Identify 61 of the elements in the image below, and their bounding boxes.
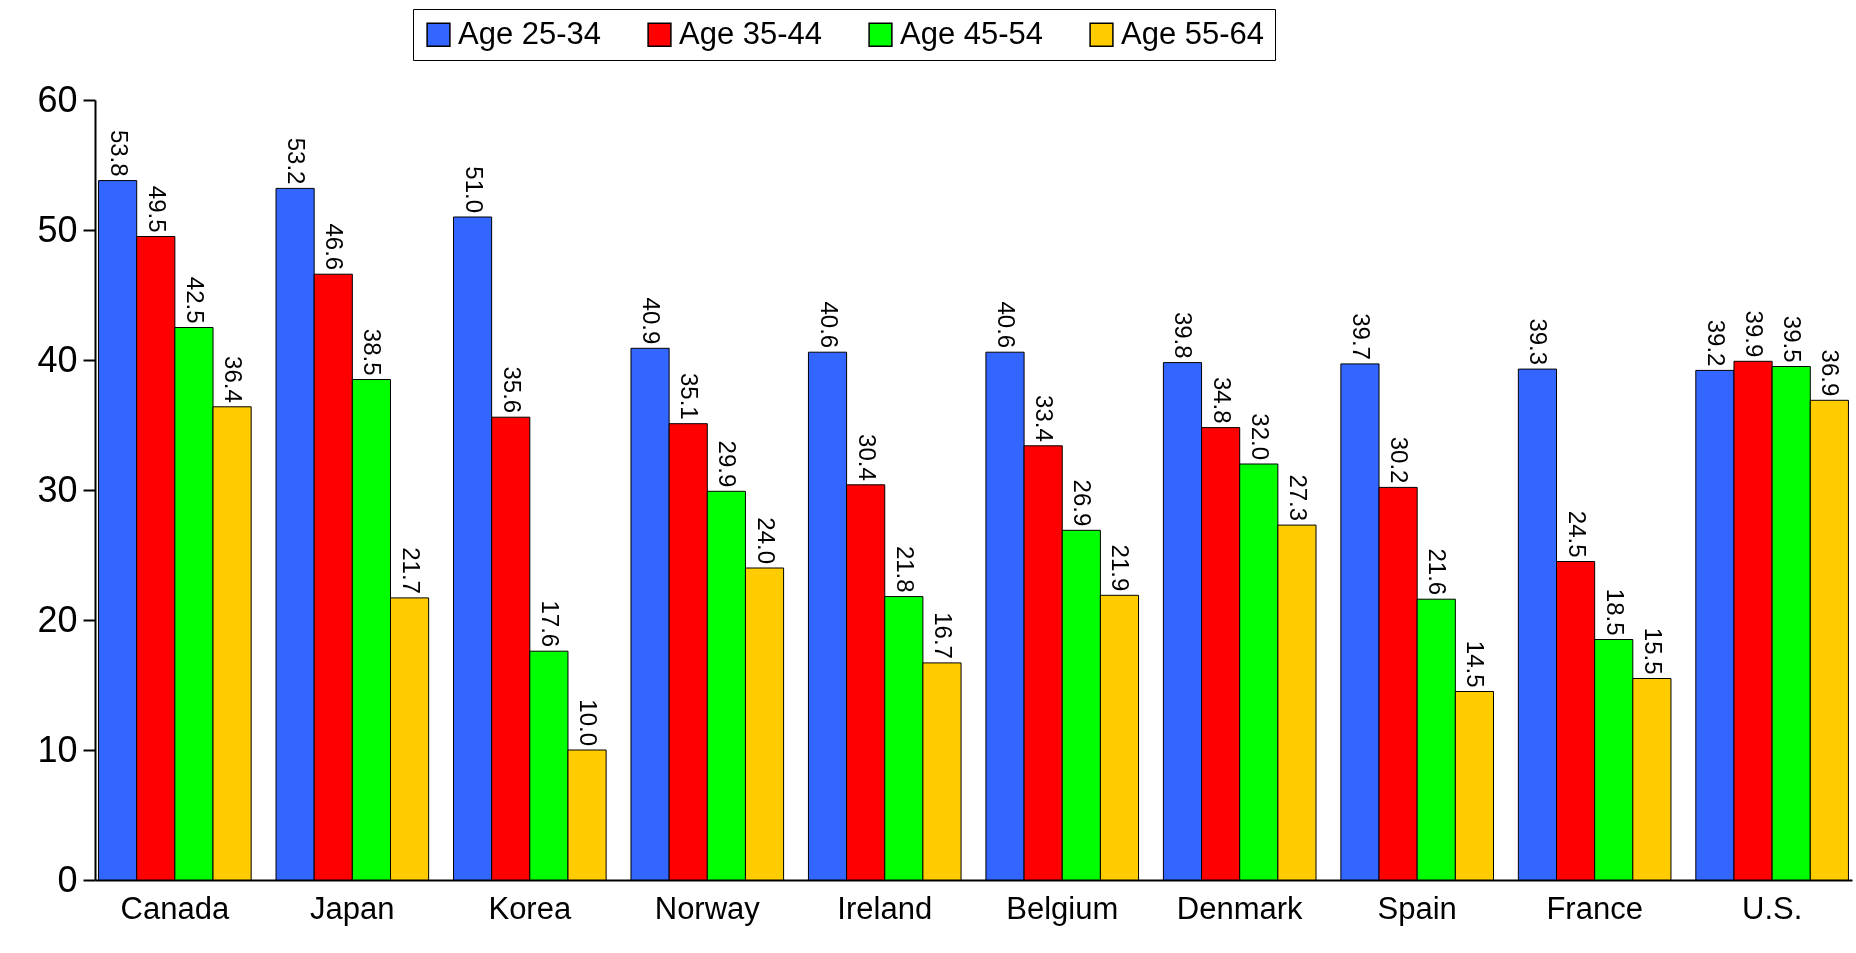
data-label: 15.5 [1639,627,1667,675]
data-label: 29.9 [714,440,742,488]
x-tick-label: Norway [654,890,761,926]
data-label: 32.0 [1246,413,1274,460]
x-tick-label: Japan [310,890,395,926]
data-label: 27.3 [1284,474,1312,522]
data-label: 40.6 [993,301,1020,349]
data-label: 24.0 [752,517,780,564]
data-label: 53.2 [283,137,311,185]
data-label: 34.8 [1208,376,1236,424]
data-label: 21.9 [1107,544,1135,592]
data-label: 30.4 [853,434,881,481]
data-label: 36.9 [1817,349,1845,397]
data-label: 30.2 [1386,436,1414,484]
data-label: 39.7 [1347,313,1375,360]
data-label: 18.5 [1601,588,1629,636]
data-label: 35.1 [676,372,704,420]
x-tick-label: Belgium [1006,890,1119,926]
data-label: 42.5 [181,276,209,324]
x-tick-label: Canada [120,890,230,926]
data-label: 16.7 [930,612,957,659]
y-tick-label: 50 [37,208,78,250]
data-label: 21.6 [1424,548,1452,596]
data-label: 38.5 [359,328,387,376]
data-label: 53.8 [105,129,133,177]
data-label: 10.0 [575,699,603,746]
data-label: 39.3 [1525,318,1553,366]
y-tick-label: 20 [37,598,78,640]
y-tick-label: 0 [57,858,78,900]
data-label: 21.8 [891,545,919,593]
x-tick-label: Denmark [1176,890,1304,926]
data-label: 36.4 [220,356,248,403]
data-label: 39.8 [1170,311,1198,359]
data-label: 40.6 [815,301,843,349]
legend-label: Age 35-44 [679,15,823,51]
x-tick-label: Ireland [837,890,933,926]
x-tick-label: Korea [488,890,572,926]
data-label: 14.5 [1462,640,1490,688]
data-label: 33.4 [1031,395,1059,442]
y-tick-label: 40 [37,338,78,380]
data-label: 26.9 [1069,479,1097,527]
x-tick-label: France [1546,890,1643,926]
x-tick-label: U.S. [1741,890,1803,926]
data-label: 39.5 [1779,315,1807,363]
legend-label: Age 45-54 [900,15,1044,51]
data-label: 35.6 [498,366,526,414]
y-tick-label: 10 [37,728,78,770]
x-tick-label: Spain [1377,890,1457,926]
legend-label: Age 25-34 [458,15,602,51]
data-label: 17.6 [536,600,564,648]
data-label: 39.9 [1741,310,1769,358]
legend-label: Age 55-64 [1121,15,1265,51]
data-label: 51.0 [460,166,488,213]
y-tick-label: 60 [37,78,78,120]
y-tick-label: 30 [37,468,78,510]
data-label: 46.6 [321,223,349,271]
data-label: 21.7 [397,547,425,594]
data-label: 39.2 [1702,319,1730,367]
data-label: 49.5 [143,185,171,233]
data-label: 40.9 [638,297,666,345]
data-label: 24.5 [1563,510,1591,558]
